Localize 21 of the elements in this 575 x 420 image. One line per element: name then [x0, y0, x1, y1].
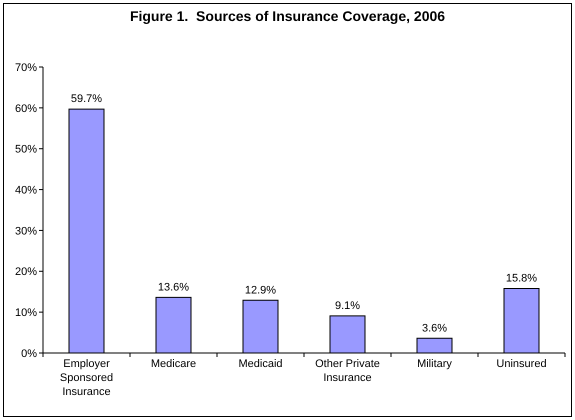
y-tick-label: 20% — [14, 266, 38, 278]
y-tick-label: 40% — [14, 184, 38, 196]
data-label: 15.8% — [506, 272, 538, 284]
x-tick-label: Military — [417, 358, 452, 370]
x-tick-label: Medicaid — [238, 358, 283, 370]
x-tick-label: Other Private Insurance — [315, 358, 380, 384]
data-label: 9.1% — [334, 300, 360, 312]
data-label: 59.7% — [70, 93, 102, 106]
data-label: 12.9% — [244, 284, 276, 296]
x-tick-label: Uninsured — [496, 358, 547, 370]
x-tick-label: Employer Sponsored Insurance — [60, 358, 114, 398]
y-tick-label: 60% — [14, 102, 38, 115]
y-tick-label: 0% — [21, 348, 38, 360]
chart-title: Figure 1. Sources of Insurance Coverage, 2006 — [128, 8, 446, 24]
y-tick-label: 10% — [14, 307, 38, 320]
y-tick-label: 70% — [14, 62, 38, 74]
y-tick-label: 50% — [14, 144, 38, 156]
y-tick-label: 30% — [14, 225, 38, 238]
data-label: 13.6% — [158, 281, 190, 294]
x-tick-label: Medicare — [150, 358, 196, 370]
data-label: 3.6% — [422, 322, 448, 334]
